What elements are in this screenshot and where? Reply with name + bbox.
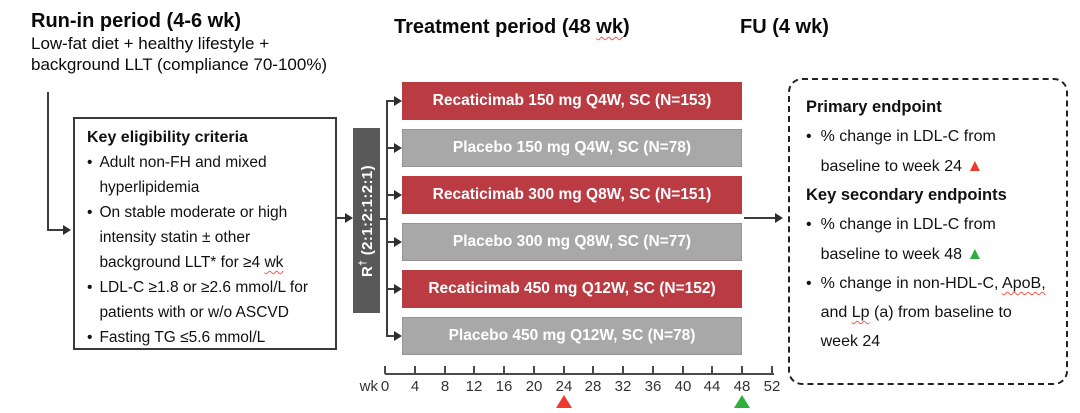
axis-tick — [682, 366, 684, 374]
axis-tick-label: 28 — [584, 378, 602, 395]
randomization-label: R† (2:1:2:1:2:1) — [357, 164, 376, 277]
axis-tick-label: 20 — [525, 378, 543, 395]
randomization-bar: R† (2:1:2:1:2:1) — [353, 128, 380, 313]
branch-line-4 — [386, 241, 395, 243]
branch-spine — [386, 100, 388, 336]
run-in-desc-line1: Low-fat diet + healthy lifestyle + — [31, 34, 270, 53]
axis-tick-label: 0 — [380, 378, 390, 395]
branch-line-2 — [386, 147, 395, 149]
secondary-endpoint-bullet-2: •% change in non-HDL-C, ApoB, and Lp (a)… — [806, 269, 1052, 356]
run-in-arrow-icon — [63, 225, 71, 235]
axis-tick — [711, 366, 713, 374]
axis-tick-label: 40 — [674, 378, 692, 395]
arm-bar-recaticimab-150: Recaticimab 150 mg Q4W, SC (N=153) — [402, 82, 742, 120]
bullet-icon: • — [87, 279, 93, 296]
secondary-endpoint-bullet-1: •% change in LDL-C from baseline to week… — [806, 210, 1052, 269]
axis-tick-label: 32 — [614, 378, 632, 395]
axis-tick — [771, 366, 773, 374]
week48-marker-icon — [734, 395, 750, 408]
run-in-title: Run-in period (4-6 wk) — [31, 10, 241, 32]
fu-header: FU (4 wk) — [740, 16, 829, 38]
treatment-wk-wavy: wk — [596, 16, 623, 38]
arm-bar-recaticimab-300: Recaticimab 300 mg Q8W, SC (N=151) — [402, 176, 742, 214]
red-triangle-icon: ▲ — [966, 156, 984, 175]
axis-tick — [652, 366, 654, 374]
eligibility-box: Key eligibility criteria • Adult non-FH a… — [73, 117, 337, 350]
axis-tick-label: 4 — [410, 378, 420, 395]
axis-tick — [503, 366, 505, 374]
endpoints-panel: Primary endpoint •% change in LDL-C from… — [788, 78, 1068, 385]
arm-bar-placebo-300: Placebo 300 mg Q8W, SC (N=77) — [402, 223, 742, 261]
branch-line-1 — [386, 100, 395, 102]
axis-tick-label: 12 — [465, 378, 483, 395]
axis-tick — [414, 366, 416, 374]
branch-arrow-6-icon — [394, 331, 402, 341]
axis-tick-label: 44 — [703, 378, 721, 395]
eligibility-bullet-2: • On stable moderate or high intensity st… — [87, 200, 325, 275]
branch-line-6 — [386, 335, 395, 337]
axis-tick — [741, 366, 743, 374]
eligibility-bullet-1: • Adult non-FH and mixed hyperlipidemia — [87, 150, 325, 200]
branch-line-5 — [386, 288, 395, 290]
axis-unit-label: wk — [359, 378, 378, 395]
week24-marker-icon — [556, 395, 572, 408]
arms-to-endpoints-arrow-icon — [775, 213, 783, 223]
bullet-icon: • — [806, 128, 812, 145]
axis-tick — [473, 366, 475, 374]
run-in-header: Run-in period (4-6 wk) Low-fat diet + he… — [31, 10, 327, 75]
arms-to-endpoints-line — [744, 217, 776, 219]
primary-endpoint-title: Primary endpoint — [806, 98, 942, 116]
arm-bar-placebo-150: Placebo 150 mg Q4W, SC (N=78) — [402, 129, 742, 167]
run-in-connector-vline — [47, 92, 49, 231]
arm-bar-recaticimab-450: Recaticimab 450 mg Q12W, SC (N=152) — [402, 270, 742, 308]
branch-arrow-5-icon — [394, 284, 402, 294]
run-in-desc-line2: background LLT (compliance 70-100%) — [31, 55, 328, 74]
eligibility-bullet-3: • LDL-C ≥1.8 or ≥2.6 mmol/L for patients … — [87, 275, 325, 325]
axis-tick-label: 36 — [644, 378, 662, 395]
axis-tick — [592, 366, 594, 374]
branch-line-3 — [386, 194, 395, 196]
bullet-icon: • — [806, 216, 812, 233]
branch-arrow-1-icon — [394, 96, 402, 106]
branch-arrow-4-icon — [394, 237, 402, 247]
axis-tick — [622, 366, 624, 374]
eligibility-bullet-4: • Fasting TG ≤5.6 mmol/L — [87, 325, 325, 350]
axis-tick — [444, 366, 446, 374]
axis-line — [385, 373, 774, 375]
eligibility-to-r-line — [337, 217, 347, 219]
eligibility-to-r-arrow-icon — [345, 213, 353, 223]
bullet-icon: • — [87, 204, 93, 221]
primary-endpoint-bullet: •% change in LDL-C from baseline to week… — [806, 122, 1052, 181]
axis-tick — [563, 366, 565, 374]
axis-tick — [533, 366, 535, 374]
green-triangle-icon: ▲ — [966, 244, 984, 263]
treatment-period-header: Treatment period (48 wk) — [394, 16, 630, 38]
bullet-icon: • — [806, 275, 812, 292]
bullet-icon: • — [87, 329, 93, 346]
axis-tick-label: 8 — [440, 378, 450, 395]
axis-tick — [384, 366, 386, 374]
axis-tick-label: 52 — [763, 378, 781, 395]
secondary-endpoints-title: Key secondary endpoints — [806, 186, 1007, 204]
branch-arrow-2-icon — [394, 143, 402, 153]
branch-arrow-3-icon — [394, 190, 402, 200]
eligibility-title: Key eligibility criteria — [87, 129, 248, 146]
run-in-connector-hline — [47, 229, 64, 231]
axis-tick-label: 24 — [555, 378, 573, 395]
r-to-spine-line — [380, 218, 387, 220]
bullet-icon: • — [87, 154, 93, 171]
axis-tick-label: 16 — [495, 378, 513, 395]
axis-tick-label: 48 — [733, 378, 751, 395]
arm-bar-placebo-450: Placebo 450 mg Q12W, SC (N=78) — [402, 317, 742, 355]
